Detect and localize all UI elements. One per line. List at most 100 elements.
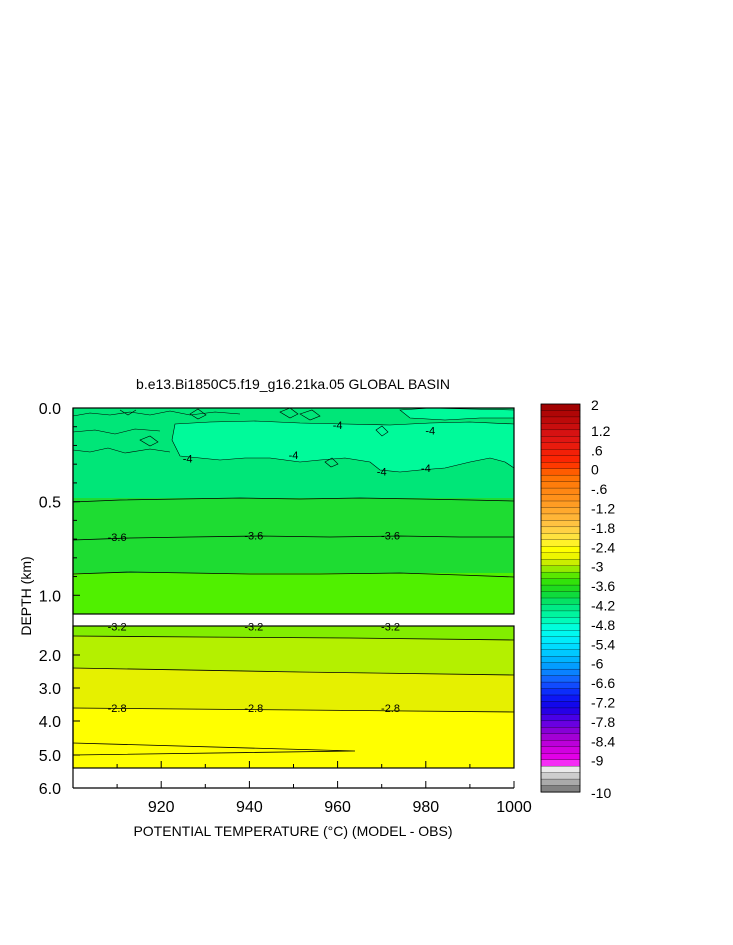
colorbar-labels: 2 1.2 .6 0 -.6 -1.2 -1.8 -2.4 -3 -3.6 -4.2 -4.8 -5.4… xyxy=(591,397,615,801)
x-axis-label: POTENTIAL TEMPERATURE (°C) (MODEL - OBS) xyxy=(133,823,452,839)
contour-label: -2.8 xyxy=(108,703,127,715)
colorbar-swatch xyxy=(540,481,581,489)
colorbar-swatch xyxy=(540,759,581,767)
colorbar-label: -3.6 xyxy=(591,578,615,594)
colorbar-swatch xyxy=(540,707,581,715)
colorbar-label: 1.2 xyxy=(591,423,611,439)
colorbar: 2 1.2 .6 0 -.6 -1.2 -1.8 -2.4 -3 -3.6 -4.2 -4.8 -5.4… xyxy=(540,397,615,801)
x-ticks xyxy=(116,761,515,788)
y-axis-label: DEPTH (km) xyxy=(18,556,34,635)
colorbar-label: 0 xyxy=(591,462,599,478)
contour-label: -3.2 xyxy=(244,621,263,633)
colorbar-swatch xyxy=(540,740,581,748)
contour-label: -4 xyxy=(377,467,387,479)
colorbar-label: -4.2 xyxy=(591,597,615,613)
colorbar-swatch xyxy=(540,526,581,534)
contour-label: -3.6 xyxy=(381,530,400,542)
colorbar-swatch xyxy=(540,494,581,502)
colorbar-swatch xyxy=(540,442,581,450)
colorbar-swatch xyxy=(540,662,581,670)
colorbar-swatch xyxy=(540,785,581,793)
y-tick-label: 4.0 xyxy=(39,714,61,731)
contour-label: -3.6 xyxy=(108,532,127,544)
chart-title: b.e13.Bi1850C5.f19_g16.21ka.05 GLOBAL BA… xyxy=(136,376,450,392)
x-axis: 920 940 960 980 1000 POTENTIAL TEMPERATURE (… xyxy=(73,761,532,839)
lower-contours xyxy=(72,635,515,756)
colorbar-swatch xyxy=(540,539,581,547)
colorbar-swatch xyxy=(540,597,581,606)
colorbar-swatch xyxy=(540,436,581,444)
contour-label: -4 xyxy=(183,454,193,466)
colorbar-swatch xyxy=(540,487,581,496)
colorbar-label: -8.4 xyxy=(591,733,615,749)
colorbar-swatch xyxy=(540,507,581,515)
colorbar-frame xyxy=(540,403,581,793)
lower-band-m26 xyxy=(73,708,514,768)
upper-region-m44 xyxy=(171,420,515,473)
colorbar-swatch xyxy=(540,746,581,754)
colorbar-swatch xyxy=(540,727,581,735)
x-tick-labels: 920 940 960 980 1000 xyxy=(148,799,532,816)
colorbar-swatch xyxy=(540,416,581,424)
surface-contours xyxy=(72,407,389,468)
colorbar-swatch xyxy=(540,559,581,567)
contour-line-0.5 xyxy=(72,497,515,503)
contour-label: -3.2 xyxy=(381,621,400,633)
colorbar-swatch xyxy=(540,778,581,787)
colorbar-swatch xyxy=(540,610,581,618)
colorbar-swatch xyxy=(540,720,581,728)
colorbar-swatch xyxy=(540,455,581,463)
colorbar-swatch xyxy=(540,513,581,521)
colorbar-label: -10 xyxy=(591,785,611,801)
colorbar-label: -.6 xyxy=(591,481,608,497)
colorbar-swatch xyxy=(540,643,581,651)
colorbar-swatch xyxy=(540,552,581,560)
colorbar-swatch xyxy=(540,630,581,638)
lower-panel xyxy=(72,625,515,769)
colorbar-swatch xyxy=(540,520,581,528)
colorbar-swatch xyxy=(540,410,581,418)
contour-label: -4 xyxy=(289,450,299,462)
colorbar-swatch xyxy=(540,772,581,780)
upper-band-m34 xyxy=(73,573,514,614)
colorbar-label: -5.4 xyxy=(591,636,615,652)
y-tick-label: 3.0 xyxy=(39,681,61,698)
colorbar-swatch xyxy=(540,403,581,412)
y-tick-label: 2.0 xyxy=(39,648,61,665)
colorbar-label: -6 xyxy=(591,656,604,672)
contour-labels: -4 -4 -4 -4 -4 -4 -3.6 -3.6 -3.6 -3.2 -3.2 -3.2 -2.8… xyxy=(108,420,435,715)
contour-label: -3.6 xyxy=(244,530,263,542)
colorbar-swatch xyxy=(540,656,581,664)
colorbar-swatch xyxy=(540,694,581,703)
colorbar-label: -1.8 xyxy=(591,520,615,536)
contour-label: -4 xyxy=(421,463,431,475)
colorbar-swatch xyxy=(540,468,581,476)
colorbar-label: -9 xyxy=(591,753,604,769)
colorbar-swatch xyxy=(540,571,581,580)
colorbar-swatch xyxy=(540,688,581,696)
colorbar-swatch xyxy=(540,753,581,761)
colorbar-swatch xyxy=(540,578,581,586)
lower-band-m30 xyxy=(73,636,514,675)
contour-line-m3.6 xyxy=(72,535,514,541)
colorbar-swatch xyxy=(540,474,581,483)
x-tick-label: 1000 xyxy=(496,799,532,816)
colorbar-swatch xyxy=(540,429,581,437)
colorbar-label: -1.2 xyxy=(591,500,615,516)
contour-label: -4 xyxy=(333,420,343,432)
x-tick-label: 940 xyxy=(236,799,263,816)
colorbar-label: -3 xyxy=(591,559,604,575)
colorbar-swatch xyxy=(540,449,581,457)
colorbar-swatch xyxy=(540,423,581,431)
colorbar-swatch xyxy=(540,604,581,612)
y-ticks-upper: 0.0 0.5 1.0 xyxy=(39,401,80,615)
colorbar-label: 2 xyxy=(591,397,599,413)
lower-band-m28 xyxy=(73,668,514,712)
colorbar-label: -7.8 xyxy=(591,714,615,730)
colorbar-swatch xyxy=(540,733,581,741)
colorbar-swatch xyxy=(540,500,581,509)
colorbar-swatch xyxy=(540,584,581,593)
y-tick-label: 0.0 xyxy=(39,401,61,418)
colorbar-swatch xyxy=(540,765,581,774)
